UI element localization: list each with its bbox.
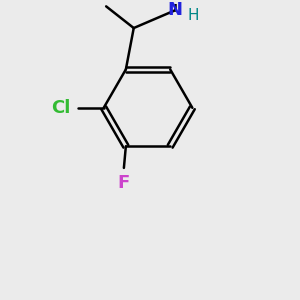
- Text: Cl: Cl: [51, 99, 70, 117]
- Text: H: H: [188, 8, 200, 23]
- Text: F: F: [118, 174, 130, 192]
- Text: N: N: [168, 1, 183, 19]
